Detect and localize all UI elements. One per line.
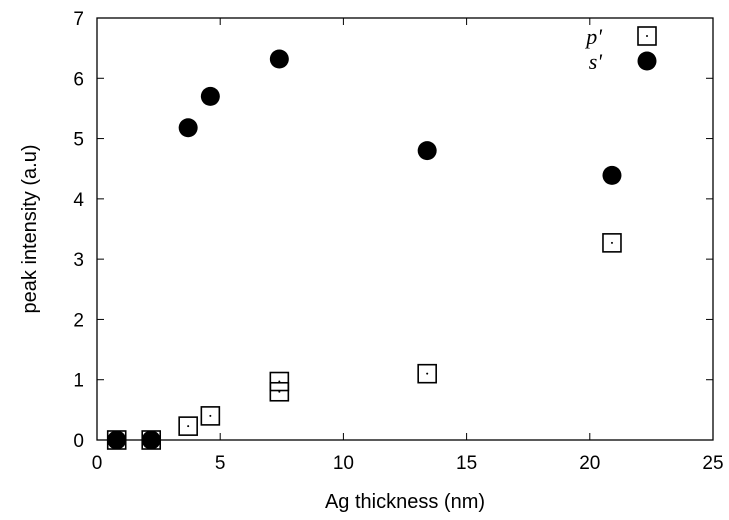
p-prime-point-dot [426, 372, 429, 375]
s-prime-point [602, 165, 622, 185]
y-tick-label: 1 [73, 371, 84, 392]
s-prime-point [417, 141, 437, 161]
x-tick-label: 20 [579, 453, 600, 474]
x-tick-label: 15 [456, 453, 477, 474]
s-prime-point [200, 86, 220, 106]
y-tick-label: 6 [73, 69, 84, 90]
series-s-prime [107, 49, 622, 450]
y-tick-label: 4 [73, 190, 84, 211]
x-tick-label: 5 [215, 453, 226, 474]
x-tick-label: 0 [92, 453, 103, 474]
p-prime-point [178, 416, 198, 436]
p-prime-point-dot [278, 380, 281, 383]
y-tick-label: 2 [73, 310, 84, 331]
plot-marks [106, 49, 622, 450]
x-tick-label: 25 [702, 453, 723, 474]
p-prime-point-dot [209, 414, 212, 417]
p-prime-point [417, 363, 437, 384]
p-prime-point-dot [610, 241, 613, 244]
s-prime-point [178, 118, 198, 138]
y-tick-label: 3 [73, 250, 84, 271]
s-prime-point [269, 49, 289, 69]
x-tick-label: 10 [333, 453, 354, 474]
legend: p's' [584, 24, 657, 74]
legend-marker-s-prime [637, 51, 657, 71]
legend-label: p' [584, 24, 602, 49]
p-prime-point [269, 371, 290, 392]
series-p-prime [106, 233, 622, 450]
p-prime-point [269, 381, 290, 402]
legend-label: s' [589, 49, 603, 74]
axis-ticks: 0 5 10 15 20 25 0 1 2 3 4 5 6 7 [73, 9, 723, 474]
p-prime-point [602, 233, 622, 253]
y-tick-label: 0 [73, 431, 84, 452]
p-prime-point-dot [187, 425, 190, 428]
y-tick-label: 7 [73, 9, 84, 30]
p-prime-point [200, 406, 221, 426]
x-axis-title: Ag thickness (nm) [325, 491, 485, 513]
legend-marker-p-prime-dot [646, 35, 648, 37]
legend-marker-p-prime [637, 26, 657, 46]
y-tick-label: 5 [73, 130, 84, 151]
y-axis-title: peak intensity (a.u) [19, 145, 41, 314]
plot-frame [96, 17, 714, 441]
